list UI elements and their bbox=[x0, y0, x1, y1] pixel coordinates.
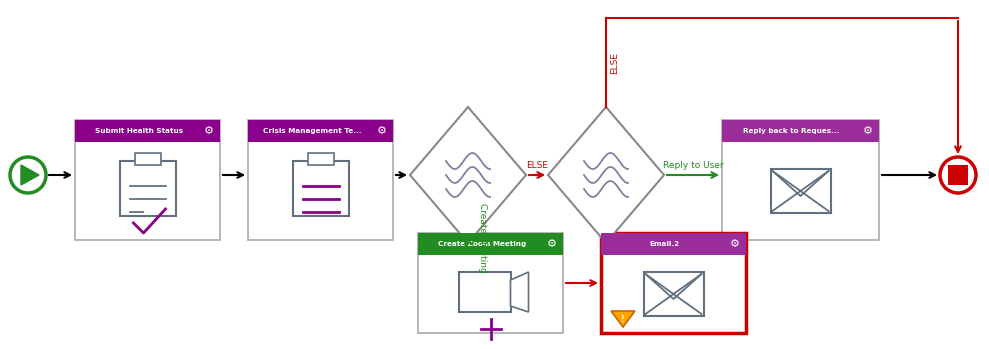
Circle shape bbox=[940, 157, 976, 193]
Bar bbox=[601, 233, 746, 333]
Bar bbox=[75, 120, 220, 142]
Text: ⚙: ⚙ bbox=[204, 126, 214, 136]
Bar bbox=[308, 153, 333, 165]
Text: Reply to User: Reply to User bbox=[663, 161, 723, 170]
Text: ⚙: ⚙ bbox=[730, 239, 740, 249]
Text: Create Zoom Meeting: Create Zoom Meeting bbox=[438, 241, 526, 247]
Bar bbox=[601, 233, 746, 255]
Bar bbox=[418, 233, 563, 255]
Polygon shape bbox=[410, 107, 526, 243]
Polygon shape bbox=[611, 311, 635, 327]
Text: Reply back to Reques...: Reply back to Reques... bbox=[743, 128, 840, 134]
Bar bbox=[644, 272, 703, 316]
Text: ELSE: ELSE bbox=[526, 161, 548, 170]
Text: Crisis Management Te...: Crisis Management Te... bbox=[262, 128, 361, 134]
Text: ⚙: ⚙ bbox=[547, 239, 557, 249]
Bar bbox=[459, 272, 510, 312]
Bar bbox=[75, 120, 220, 240]
Text: ⚙: ⚙ bbox=[863, 126, 873, 136]
Bar bbox=[722, 120, 879, 142]
Circle shape bbox=[10, 157, 46, 193]
Bar bbox=[948, 165, 968, 185]
Text: Email.2: Email.2 bbox=[650, 241, 679, 247]
Bar bbox=[248, 120, 393, 142]
Bar bbox=[248, 120, 393, 240]
Text: ⚙: ⚙ bbox=[377, 126, 387, 136]
Polygon shape bbox=[548, 107, 664, 243]
Bar bbox=[722, 120, 879, 240]
Text: ELSE: ELSE bbox=[610, 52, 619, 74]
Polygon shape bbox=[510, 272, 528, 312]
Text: Submit Health Status: Submit Health Status bbox=[95, 128, 183, 134]
Polygon shape bbox=[21, 165, 39, 185]
Text: !: ! bbox=[621, 314, 625, 324]
Bar bbox=[418, 233, 563, 333]
Bar bbox=[770, 169, 831, 213]
Text: Create Meeting: Create Meeting bbox=[478, 203, 487, 273]
Bar bbox=[120, 161, 175, 216]
Bar bbox=[293, 161, 348, 216]
Bar bbox=[135, 153, 160, 165]
